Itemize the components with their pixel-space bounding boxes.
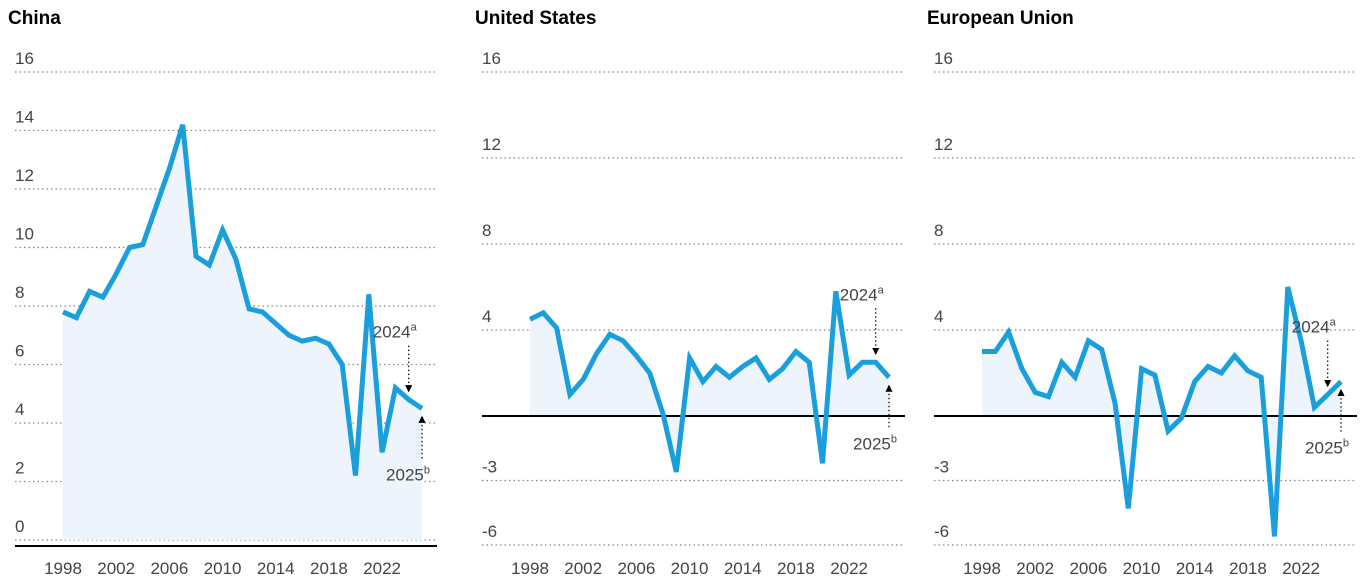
x-tick-label: 2018: [777, 559, 815, 578]
y-tick-label: 4: [482, 307, 491, 326]
x-tick-label: 2022: [1282, 559, 1320, 578]
y-tick-label: 12: [934, 135, 953, 154]
chart-title: European Union: [927, 8, 1074, 29]
y-tick-label: 14: [15, 108, 34, 127]
annotation: 2025b: [1305, 438, 1349, 458]
annotation: 2024a: [373, 322, 418, 342]
y-tick-label: 2: [15, 459, 24, 478]
x-tick-label: 2002: [1016, 559, 1054, 578]
annotation-text: 2024: [373, 323, 411, 342]
x-tick-label: 2018: [310, 559, 348, 578]
y-tick-label: 12: [15, 166, 34, 185]
x-tick-label: 2014: [1176, 559, 1214, 578]
annotation: 2024a: [840, 284, 885, 304]
y-tick-label: 16: [482, 49, 501, 68]
x-tick-label: 2006: [1069, 559, 1107, 578]
line: [528, 290, 891, 473]
y-tick-label: 10: [15, 225, 34, 244]
x-tick-label: 2002: [564, 559, 602, 578]
x-tick-label: 2010: [1123, 559, 1161, 578]
line: [62, 123, 424, 476]
x-tick-label: 1998: [511, 559, 549, 578]
x-tick-label: 2002: [97, 559, 135, 578]
x-tick-label: 2010: [671, 559, 709, 578]
annotation-text: 2025: [386, 465, 424, 484]
y-tick-label: 8: [482, 221, 491, 240]
x-tick-label: 2018: [1229, 559, 1267, 578]
annotation-sup: a: [878, 284, 885, 296]
annotation-text: 2024: [1292, 318, 1330, 337]
line: [982, 286, 1343, 537]
area: [530, 291, 889, 472]
y-tick-label: 6: [15, 342, 24, 361]
annotation: 2025b: [386, 464, 430, 484]
y-tick-label: -6: [482, 522, 497, 541]
y-tick-label: 16: [15, 49, 34, 68]
annotation: 2025b: [853, 433, 897, 453]
y-tick-label: 4: [934, 307, 943, 326]
x-tick-label: 2022: [363, 559, 401, 578]
x-tick-label: 2006: [150, 559, 188, 578]
x-tick-label: 2014: [724, 559, 762, 578]
annotation-text: 2025: [853, 434, 891, 453]
x-tick-label: 2022: [830, 559, 868, 578]
y-tick-label: -6: [934, 522, 949, 541]
x-tick-label: 2010: [204, 559, 242, 578]
x-tick-label: 1998: [44, 559, 82, 578]
x-tick-label: 1998: [963, 559, 1001, 578]
annotation-text: 2025: [1305, 439, 1343, 458]
annotation-sup: b: [891, 433, 897, 445]
y-tick-label: 4: [15, 400, 24, 419]
y-tick-label: 12: [482, 135, 501, 154]
annotation-sup: b: [424, 464, 430, 476]
x-tick-label: 2006: [617, 559, 655, 578]
y-tick-label: -3: [482, 458, 497, 477]
y-tick-label: 8: [934, 221, 943, 240]
y-tick-label: 8: [15, 283, 24, 302]
y-tick-label: -3: [934, 458, 949, 477]
annotation-sup: a: [411, 322, 418, 334]
x-tick-label: 2014: [257, 559, 295, 578]
y-tick-label: 0: [15, 517, 24, 536]
y-tick-label: 16: [934, 49, 953, 68]
annotation: 2024a: [1292, 317, 1337, 337]
chart-title: China: [8, 8, 61, 29]
annotation-text: 2024: [840, 285, 878, 304]
chart-title: United States: [475, 8, 596, 29]
annotation-sup: b: [1343, 438, 1349, 450]
area: [63, 124, 422, 540]
annotation-sup: a: [1330, 317, 1337, 329]
